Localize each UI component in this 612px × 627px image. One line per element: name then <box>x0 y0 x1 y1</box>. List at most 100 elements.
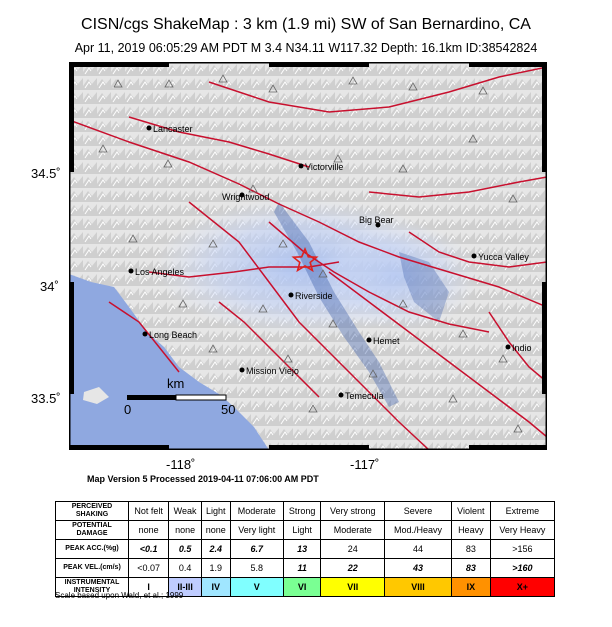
city-label-long-beach: Long Beach <box>149 330 197 340</box>
latitude-label-34: 34˚ <box>40 279 59 294</box>
mountain-shadow <box>399 252 449 322</box>
station-markers <box>98 74 523 433</box>
intensity-swatch: II-III <box>168 577 202 597</box>
city-label-los-angeles: Los Angeles <box>135 267 185 277</box>
city-dot <box>366 337 372 343</box>
legend-row-label: INSTRUMENTAL INTENSITY <box>55 577 129 597</box>
city-label-mission-viejo: Mission Viejo <box>246 366 299 376</box>
city-dot <box>142 331 148 337</box>
city-label-victorville: Victorville <box>305 162 343 172</box>
legend-cell: Moderate <box>320 520 386 540</box>
intensity-swatch: V <box>229 577 284 597</box>
city-dot <box>239 367 245 373</box>
legend-cell: 83 <box>450 558 491 578</box>
shakemap-map[interactable]: Lancaster Victorville Wrightwood Big Bea… <box>69 62 547 450</box>
legend-cell: Light <box>282 520 322 540</box>
legend-row-peak-vel: PEAK VEL.(cm/s) <0.07 0.4 1.9 5.8 11 22 … <box>55 558 556 578</box>
intensity-swatch: VI <box>282 577 322 597</box>
intensity-swatch: IX <box>450 577 491 597</box>
scale-bar-segment <box>127 395 176 400</box>
intensity-swatch: IV <box>200 577 231 597</box>
intensity-swatch: VIII <box>384 577 452 597</box>
city-dot <box>471 253 477 259</box>
event-details: Apr 11, 2019 06:05:29 AM PDT M 3.4 N34.1… <box>74 41 538 55</box>
map-canvas: Lancaster Victorville Wrightwood Big Bea… <box>69 62 547 450</box>
legend-cell: 1.9 <box>200 558 231 578</box>
legend-row-label: PERCEIVED SHAKING <box>55 501 129 521</box>
scale-note: Scale based upon Wald, et al.; 1999 <box>55 591 184 600</box>
legend-cell: none <box>168 520 202 540</box>
scale-bar-start: 0 <box>124 402 131 417</box>
legend-cell: 83 <box>450 539 491 559</box>
latitude-label-33-5: 33.5˚ <box>31 391 61 406</box>
legend-row-damage: POTENTIAL DAMAGE none none none Very lig… <box>55 520 556 540</box>
city-label-indio: Indio <box>512 343 532 353</box>
city-dot <box>375 222 381 228</box>
legend-cell: Weak <box>168 501 202 521</box>
city-label-hemet: Hemet <box>373 336 400 346</box>
map-title: CISN/cgs ShakeMap : 3 km (1.9 mi) SW of … <box>81 16 531 33</box>
intensity-legend: PERCEIVED SHAKING Not felt Weak Light Mo… <box>55 501 556 597</box>
legend-cell: Light <box>200 501 231 521</box>
legend-cell: 13 <box>282 539 322 559</box>
legend-row-label: PEAK ACC.(%g) <box>55 539 129 559</box>
longitude-label-117: -117˚ <box>350 457 380 472</box>
legend-cell: 22 <box>320 558 386 578</box>
legend-cell: 6.7 <box>229 539 284 559</box>
legend-row-label: POTENTIAL DAMAGE <box>55 520 129 540</box>
legend-cell: 0.5 <box>168 539 202 559</box>
legend-cell: 11 <box>282 558 322 578</box>
legend-row-label: PEAK VEL.(cm/s) <box>55 558 129 578</box>
scale-bar-segment <box>175 394 227 401</box>
legend-cell: Not felt <box>127 501 170 521</box>
longitude-label-118: -118˚ <box>166 457 196 472</box>
map-version: Map Version 5 Processed 2019-04-11 07:06… <box>87 474 319 484</box>
intensity-swatch: X+ <box>489 577 556 597</box>
city-dot <box>146 125 152 131</box>
legend-cell: 5.8 <box>229 558 284 578</box>
legend-cell: >156 <box>489 539 556 559</box>
city-dot <box>338 392 344 398</box>
legend-cell: >160 <box>489 558 556 578</box>
city-dot <box>288 292 294 298</box>
legend-cell: Mod./Heavy <box>384 520 452 540</box>
legend-row-shaking: PERCEIVED SHAKING Not felt Weak Light Mo… <box>55 501 556 521</box>
city-dot <box>239 192 245 198</box>
city-label-big-bear: Big Bear <box>359 215 394 225</box>
city-label-yucca-valley: Yucca Valley <box>478 252 529 262</box>
legend-cell: Heavy <box>450 520 491 540</box>
legend-row-peak-acc: PEAK ACC.(%g) <0.1 0.5 2.4 6.7 13 24 44 … <box>55 539 556 559</box>
scale-bar-unit: km <box>167 376 184 391</box>
legend-cell: 0.4 <box>168 558 202 578</box>
fault-lines <box>69 66 547 450</box>
legend-cell: Strong <box>282 501 322 521</box>
legend-cell: Very Heavy <box>489 520 556 540</box>
city-label-lancaster: Lancaster <box>153 124 193 134</box>
epicenter-star-icon <box>291 246 319 273</box>
city-label-temecula: Temecula <box>345 391 384 401</box>
legend-cell: <0.07 <box>127 558 170 578</box>
legend-cell: Very strong <box>320 501 386 521</box>
scale-bar-end: 50 <box>221 402 235 417</box>
city-dot <box>298 163 304 169</box>
legend-cell: 44 <box>384 539 452 559</box>
legend-cell: Moderate <box>229 501 284 521</box>
city-label-wrightwood: Wrightwood <box>222 192 269 202</box>
intensity-swatch: I <box>127 577 170 597</box>
legend-cell: Severe <box>384 501 452 521</box>
latitude-label-34-5: 34.5˚ <box>31 166 61 181</box>
legend-cell: 43 <box>384 558 452 578</box>
city-dot <box>505 344 511 350</box>
city-label-riverside: Riverside <box>295 291 333 301</box>
island <box>83 387 109 404</box>
shaking-intensity-zone <box>319 222 479 332</box>
legend-cell: Violent <box>450 501 491 521</box>
ocean <box>69 274 269 450</box>
legend-cell: 2.4 <box>200 539 231 559</box>
city-dot <box>128 268 134 274</box>
legend-cell: Extreme <box>489 501 556 521</box>
legend-cell: Very light <box>229 520 284 540</box>
legend-row-intensity: INSTRUMENTAL INTENSITY I II-III IV V VI … <box>55 577 556 597</box>
intensity-swatch: VII <box>320 577 386 597</box>
legend-cell: none <box>200 520 231 540</box>
